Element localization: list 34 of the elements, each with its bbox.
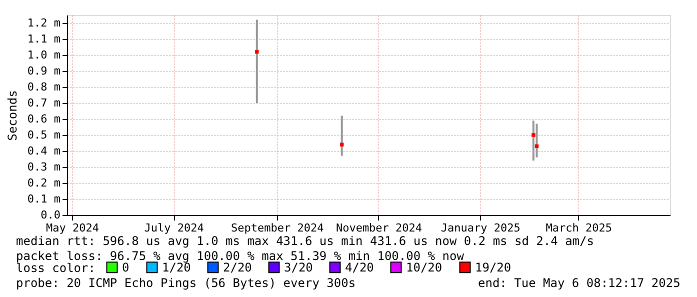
legend-title: loss color: [16, 261, 96, 275]
text: median rtt: 596.8 us avg 1.0 ms max 431.6 us min 431.6 us now 0.2 ms sd 2.4 am/s [16, 234, 594, 248]
text: probe: 20 ICMP Echo Pings (56 Bytes) every 300s [16, 276, 356, 290]
legend-label: 19/20 [475, 260, 512, 274]
x-tick-label: July 2024 [144, 222, 204, 234]
y-tick-label: 0.0 [40, 208, 60, 222]
legend-label: 2/20 [223, 260, 252, 274]
y-tick-label: 1.0 m [27, 48, 61, 62]
y-tick-label: 0.3 m [27, 160, 61, 174]
text: packet loss: 96.75 % avg 100.00 % max 51.39 % min 100.00 % now [16, 249, 465, 263]
text: end: Tue May 6 08:12:17 2025 [478, 276, 680, 290]
legend-label: 3/20 [284, 260, 313, 274]
x-tick-label: November 2024 [336, 222, 422, 234]
x-tick-label: March 2025 [546, 222, 612, 234]
x-tick-label: September 2024 [231, 222, 324, 234]
y-tick-label: 0.5 m [27, 128, 61, 142]
y-tick-label: 0.1 m [27, 192, 61, 206]
y-tick-label: 0.9 m [27, 64, 61, 78]
legend-label: 4/20 [345, 260, 374, 274]
y-tick-label: 0.6 m [27, 112, 61, 126]
legend-label: 10/20 [406, 260, 442, 274]
y-tick-label: 0.2 m [27, 176, 61, 190]
legend-label: 0 [122, 260, 130, 274]
y-tick-label: 0.8 m [27, 80, 61, 94]
y-tick-label: 0.4 m [27, 144, 61, 158]
point [340, 142, 344, 146]
x-tick-label: May 2024 [46, 222, 100, 234]
y-tick-label: 0.7 m [27, 96, 61, 110]
y-axis-title: Seconds [5, 90, 20, 141]
y-tick-label: 1.1 m [27, 32, 61, 46]
y-tick-label: 1.2 m [27, 16, 61, 30]
x-tick-label: January 2025 [440, 222, 520, 234]
point [255, 50, 259, 54]
point [532, 133, 536, 137]
